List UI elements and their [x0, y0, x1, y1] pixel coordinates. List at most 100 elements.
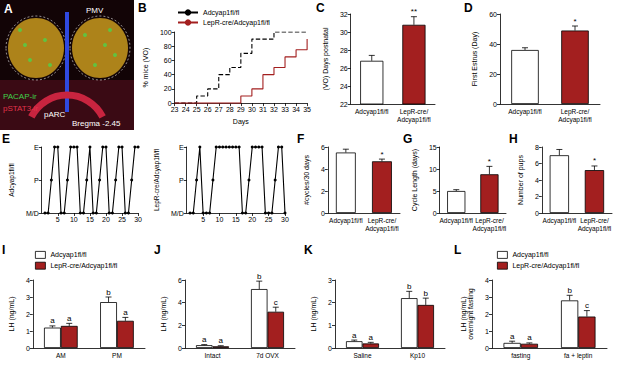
svg-text:a: a: [352, 331, 357, 340]
svg-text:Adcyap1fl/fl: Adcyap1fl/fl: [543, 217, 577, 225]
svg-text:*: *: [488, 157, 491, 166]
svg-text:D: D: [464, 1, 473, 15]
svg-text:Adcyap1fl/fl: Adcyap1fl/fl: [203, 9, 240, 17]
svg-text:a: a: [67, 314, 72, 323]
svg-text:Days: Days: [233, 118, 249, 126]
svg-text:Adcyap1fl/fl: Adcyap1fl/fl: [50, 251, 87, 259]
svg-text:LepR-cre/: LepR-cre/: [475, 217, 504, 225]
svg-text:H: H: [509, 132, 518, 146]
svg-text:LepR-cre/Adcyap1fl/fl: LepR-cre/Adcyap1fl/fl: [203, 19, 270, 27]
svg-text:6: 6: [321, 144, 325, 151]
svg-text:Adcyap1fl/fl: Adcyap1fl/fl: [397, 116, 431, 124]
svg-text:0: 0: [493, 101, 497, 108]
svg-text:Saline: Saline: [353, 352, 371, 359]
svg-text:25: 25: [193, 106, 201, 113]
svg-text:1: 1: [485, 328, 489, 335]
svg-text:7d OVX: 7d OVX: [256, 352, 279, 359]
svg-text:Adcyap1fl/fl: Adcyap1fl/fl: [439, 217, 473, 225]
svg-text:25: 25: [118, 216, 126, 223]
svg-text:a: a: [123, 308, 128, 317]
svg-text:8: 8: [535, 144, 539, 151]
svg-text:L: L: [454, 243, 461, 257]
svg-text:34: 34: [292, 106, 300, 113]
svg-text:b: b: [106, 288, 111, 297]
svg-text:J: J: [154, 243, 161, 257]
svg-text:40: 40: [164, 71, 172, 78]
svg-text:0: 0: [485, 345, 489, 352]
svg-text:C: C: [316, 1, 325, 15]
svg-text:LepR-cre/Adcyap1fl/fl: LepR-cre/Adcyap1fl/fl: [153, 148, 161, 211]
svg-text:100: 100: [160, 29, 172, 36]
svg-text:b: b: [567, 286, 572, 295]
svg-text:Adcyap1fl/fl: Adcyap1fl/fl: [512, 251, 549, 259]
svg-text:15: 15: [86, 216, 94, 223]
svg-text:LepR-cre/: LepR-cre/: [400, 108, 429, 116]
svg-text:LepR-cre/: LepR-cre/: [580, 217, 609, 225]
svg-text:40: 40: [489, 41, 497, 48]
svg-text:pARC: pARC: [44, 110, 66, 119]
svg-text:% mice (VO): % mice (VO): [142, 48, 150, 88]
svg-text:10: 10: [216, 216, 224, 223]
svg-text:*: *: [380, 150, 383, 159]
svg-text:G: G: [403, 132, 412, 146]
svg-text:30: 30: [281, 216, 289, 223]
svg-text:Intact: Intact: [205, 352, 221, 359]
svg-text:B: B: [138, 1, 147, 15]
svg-text:overnight fasting: overnight fasting: [467, 288, 475, 339]
svg-text:fasting: fasting: [511, 352, 531, 360]
svg-text:LH (ng/mL): LH (ng/mL): [8, 296, 16, 331]
svg-text:LepR-cre/: LepR-cre/: [561, 108, 590, 116]
svg-text:#cycles/30 days: #cycles/30 days: [303, 155, 311, 205]
svg-text:5: 5: [433, 188, 437, 195]
svg-text:2: 2: [321, 188, 325, 195]
svg-text:4: 4: [26, 277, 30, 284]
svg-text:b: b: [424, 289, 429, 298]
svg-text:LepR-cre/: LepR-cre/: [368, 217, 397, 225]
svg-text:5: 5: [201, 216, 205, 223]
svg-text:First Estrus (Day): First Estrus (Day): [471, 32, 479, 86]
svg-text:0: 0: [26, 345, 30, 352]
svg-text:2: 2: [178, 322, 182, 329]
svg-text:23: 23: [171, 106, 179, 113]
svg-text:0: 0: [178, 345, 182, 352]
svg-text:33: 33: [281, 106, 289, 113]
svg-text:Bregma -2.45: Bregma -2.45: [72, 119, 121, 128]
svg-text:b: b: [257, 272, 262, 281]
svg-text:**: **: [411, 7, 417, 16]
svg-text:Adcyap1fl/fl: Adcyap1fl/fl: [365, 225, 399, 233]
svg-text:P: P: [179, 177, 184, 184]
svg-text:PMV: PMV: [86, 6, 104, 15]
svg-text:10: 10: [70, 216, 78, 223]
svg-text:31: 31: [259, 106, 267, 113]
svg-text:2: 2: [535, 193, 539, 200]
svg-text:I: I: [2, 243, 5, 257]
svg-text:Adcyap1fl/fl: Adcyap1fl/fl: [355, 108, 389, 116]
svg-text:PM: PM: [112, 352, 122, 359]
svg-text:0: 0: [321, 210, 325, 217]
svg-text:M/D: M/D: [171, 210, 184, 217]
svg-text:3: 3: [485, 294, 489, 301]
svg-text:1: 1: [328, 322, 332, 329]
svg-text:LH (ng/mL): LH (ng/mL): [310, 296, 318, 331]
svg-text:LH (ng/mL): LH (ng/mL): [160, 296, 168, 331]
svg-text:30: 30: [134, 216, 142, 223]
svg-text:Adcyap1fl/fl: Adcyap1fl/fl: [558, 116, 592, 124]
svg-text:F: F: [297, 132, 304, 146]
svg-text:2: 2: [485, 311, 489, 318]
svg-text:a: a: [369, 333, 374, 342]
svg-text:32: 32: [270, 106, 278, 113]
svg-text:Kp10: Kp10: [410, 352, 426, 360]
svg-text:pSTAT3-ir: pSTAT3-ir: [3, 104, 39, 113]
svg-text:20: 20: [102, 216, 110, 223]
svg-text:28: 28: [340, 47, 348, 54]
svg-text:4: 4: [321, 166, 325, 173]
svg-text:10: 10: [429, 166, 437, 173]
svg-text:LepR-cre/Adcyap1fl/fl: LepR-cre/Adcyap1fl/fl: [50, 262, 117, 270]
svg-text:20: 20: [489, 71, 497, 78]
svg-text:Adcyap1fl/fl: Adcyap1fl/fl: [508, 108, 542, 116]
svg-text:24: 24: [182, 106, 190, 113]
svg-text:6: 6: [178, 277, 182, 284]
svg-text:c: c: [585, 301, 589, 310]
svg-text:30: 30: [248, 106, 256, 113]
svg-text:Adcyap1fl/fl: Adcyap1fl/fl: [473, 225, 507, 233]
